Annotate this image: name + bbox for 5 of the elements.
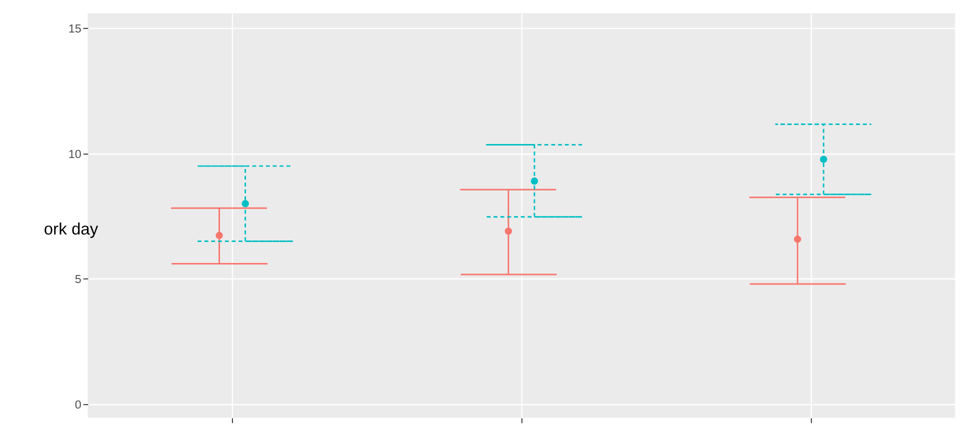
y-tick-label: 5 [74, 273, 82, 286]
y-tick-label: 10 [68, 148, 82, 161]
annotation: ork day [44, 220, 99, 239]
y-tick-label: 0 [74, 398, 82, 412]
y-tick-label: 15 [68, 22, 82, 36]
